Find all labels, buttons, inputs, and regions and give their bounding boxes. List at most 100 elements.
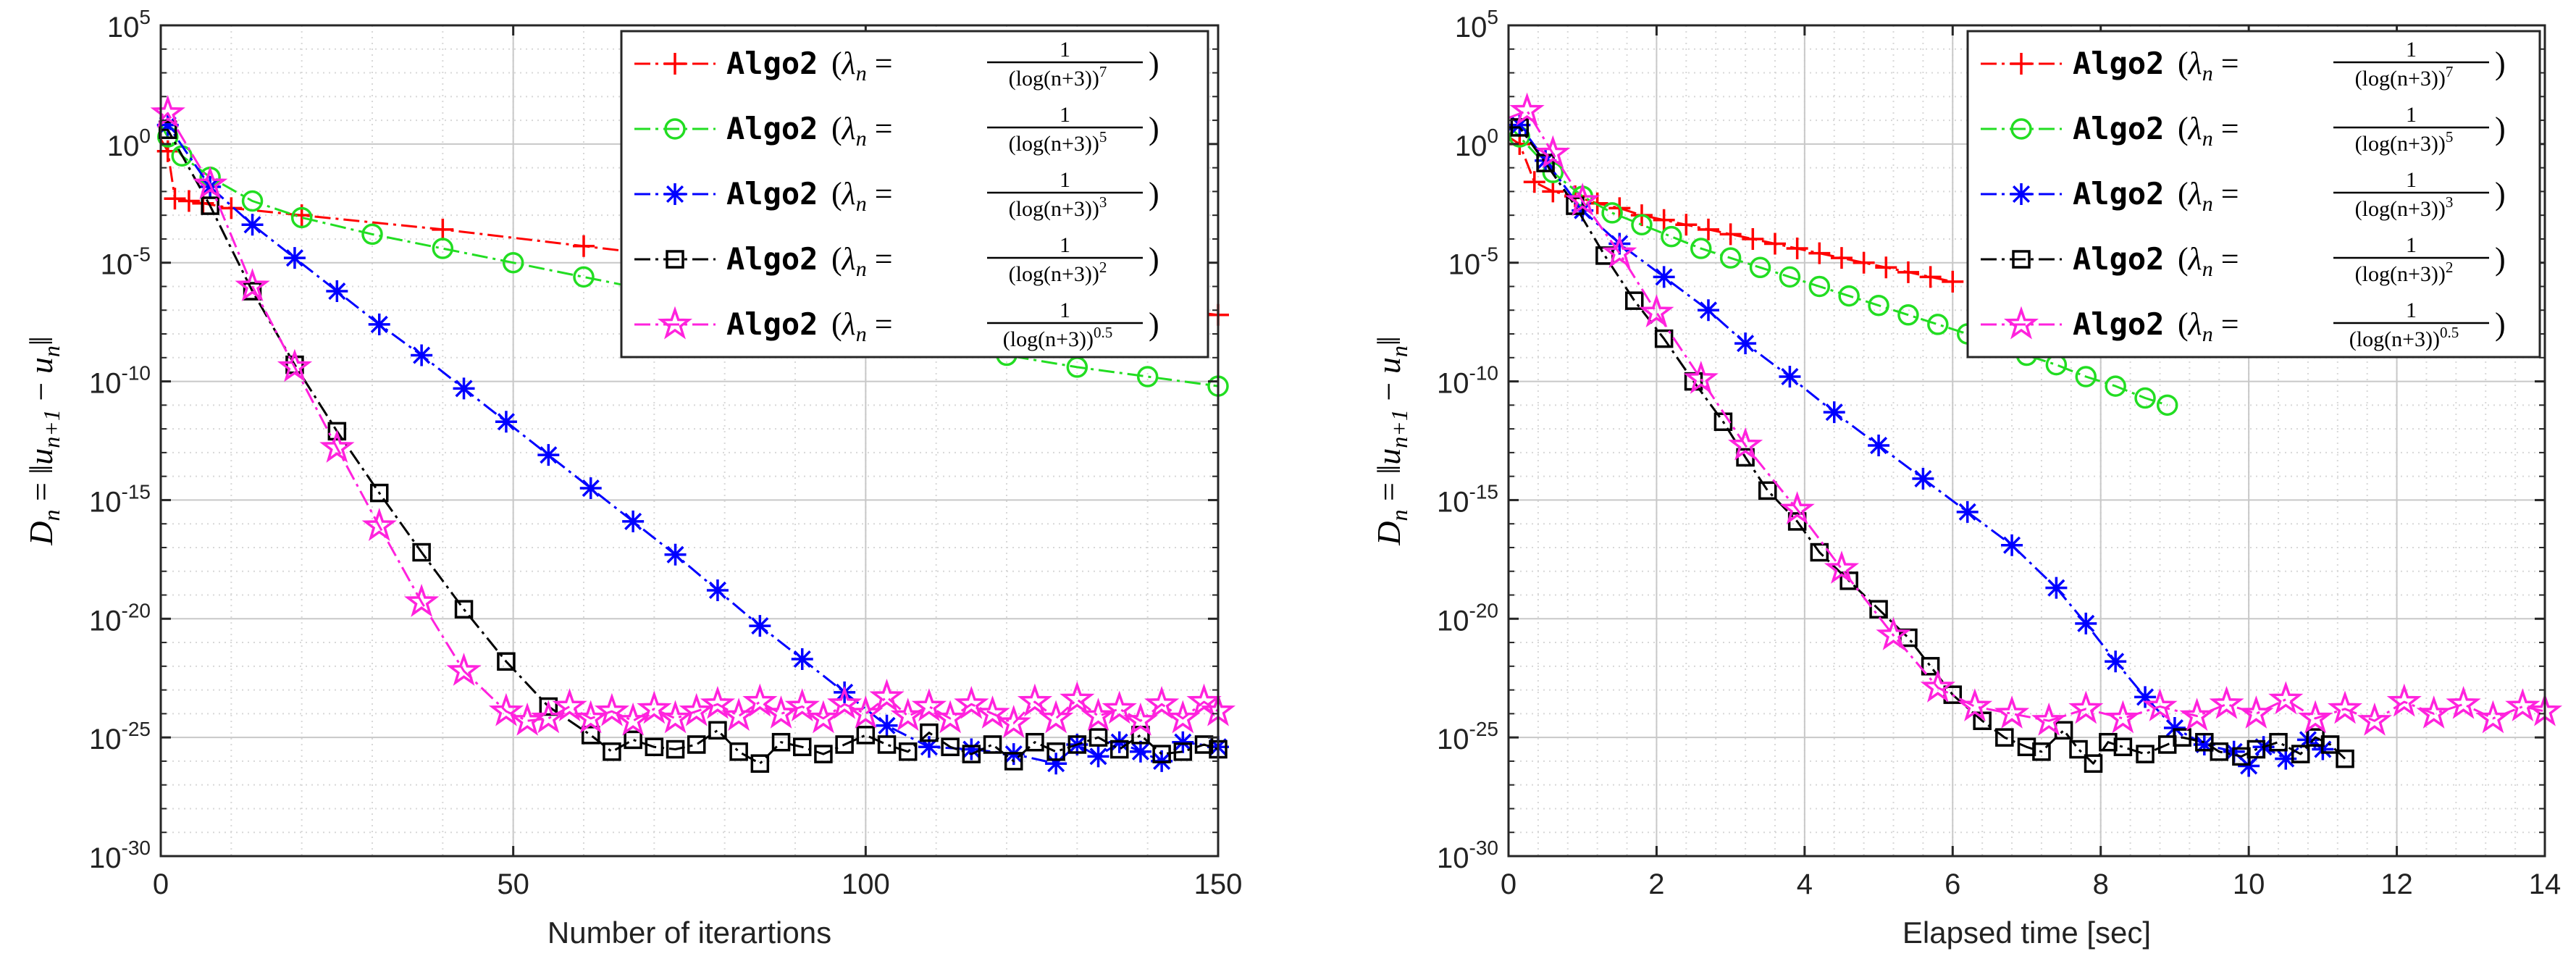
data-point-circle: [502, 251, 524, 274]
legend-lambda-label: (λn =: [2178, 46, 2239, 85]
data-point-asterisk: [411, 344, 433, 366]
y-tick-label: 105: [107, 6, 151, 43]
y-tick-label: 10-25: [1437, 718, 1498, 755]
data-point-star: [2142, 688, 2178, 722]
data-point-asterisk: [2193, 733, 2215, 755]
data-point-square: [877, 735, 897, 754]
series-line: [1507, 124, 2168, 406]
legend-marker-asterisk: [664, 183, 686, 205]
data-point-square: [1194, 735, 1214, 754]
data-point-circle: [1838, 285, 1860, 307]
data-point-square: [708, 721, 727, 740]
legend-fraction-numerator: 1: [1060, 233, 1070, 257]
data-point-star: [193, 166, 228, 199]
data-point-asterisk: [2275, 747, 2297, 770]
data-point-asterisk: [2163, 717, 2186, 740]
legend-marker-star: [2003, 306, 2039, 340]
data-point-plus: [1675, 214, 1698, 236]
x-tick-label: 10: [2233, 868, 2265, 900]
x-tick-label: 4: [1797, 868, 1813, 900]
legend-box: [1966, 30, 2541, 359]
data-point-square: [369, 483, 389, 503]
legend-lambda-label: (λn =: [831, 46, 893, 85]
legend-marker-star: [657, 306, 693, 340]
data-point-star: [848, 695, 884, 729]
data-point-plus: [164, 188, 186, 210]
data-point-square: [2269, 732, 2288, 752]
data-point-square: [2113, 737, 2133, 757]
data-point-plus: [1763, 232, 1786, 255]
data-point-star: [616, 702, 651, 736]
legend-lambda-label: (λn =: [2178, 176, 2239, 216]
data-point-circle: [1779, 266, 1801, 288]
legend-algo-label: Algo2: [2073, 306, 2164, 342]
data-point-asterisk: [1608, 232, 1631, 255]
x-axis-label: Elapsed time [sec]: [1902, 916, 2151, 950]
data-point-asterisk: [1509, 114, 1531, 136]
y-tick-label: 105: [1455, 6, 1498, 43]
data-point-square: [1152, 745, 1171, 763]
y-tick-label: 10-25: [89, 718, 151, 755]
data-point-asterisk: [876, 714, 898, 737]
series-line: [159, 112, 1219, 724]
data-point-star: [2475, 700, 2511, 734]
series-line: [161, 128, 1219, 765]
data-point-star: [1683, 360, 1719, 394]
data-point-star: [637, 690, 672, 724]
data-point-star: [805, 700, 842, 734]
data-point-square: [412, 542, 431, 562]
data-point-star: [2386, 683, 2422, 717]
data-point-star: [700, 685, 736, 719]
legend-lambda-label: (λn =: [2178, 241, 2239, 281]
data-point-asterisk: [1868, 435, 1890, 457]
y-axis-label: Dn = ‖un+1 − un‖: [1370, 336, 1412, 546]
data-point-square: [920, 723, 939, 742]
data-point-circle: [1868, 294, 1889, 317]
y-tick-label: 100: [1455, 125, 1498, 162]
legend-algo-label: Algo2: [2073, 111, 2164, 146]
data-point-asterisk: [664, 543, 687, 566]
y-axis-label: Dn = ‖un+1 − un‖: [22, 336, 64, 546]
legend-marker-plus: [2010, 53, 2032, 75]
legend-fraction-denominator: (log(n+3))7: [1009, 63, 1107, 91]
legend-lambda-label: (λn =: [831, 111, 893, 151]
legend-entry-blue: Algo2 (λn = 1(log(n+3))3): [1981, 168, 2506, 221]
legend-fraction-denominator: (log(n+3))7: [2355, 63, 2454, 91]
legend-marker-circle: [664, 118, 686, 140]
data-point-star: [827, 685, 863, 719]
data-point-square: [750, 754, 770, 773]
data-point-asterisk: [1697, 299, 1719, 322]
data-point-star: [763, 695, 799, 729]
x-tick-label: 6: [1944, 868, 1960, 900]
data-point-star: [1565, 183, 1600, 217]
y-tick-label: 100: [107, 125, 151, 162]
data-point-asterisk: [2238, 755, 2260, 777]
data-point-circle: [573, 266, 595, 288]
legend-fraction-numerator: 1: [2406, 233, 2417, 257]
data-point-square: [2291, 745, 2310, 763]
data-point-square: [2246, 740, 2266, 759]
legend-entry-red: Algo2 (λn = 1(log(n+3))7): [634, 38, 1159, 91]
data-point-square: [2136, 745, 2155, 763]
data-point-circle: [1631, 214, 1653, 236]
data-point-star: [2327, 690, 2363, 724]
data-point-square: [771, 732, 791, 752]
x-tick-label: 0: [1501, 868, 1516, 900]
legend-lambda-label: (λn =: [2178, 306, 2239, 346]
legend-close-paren: ): [2495, 176, 2506, 211]
data-point-square: [603, 742, 621, 761]
data-point-square: [581, 726, 600, 745]
data-point-square: [1067, 735, 1087, 754]
data-point-square: [454, 600, 474, 619]
data-point-circle: [2134, 387, 2156, 409]
data-point-square: [1046, 742, 1065, 761]
legend-close-paren: ): [1149, 306, 1159, 342]
ticks: 0 2 4 6 8 10 12 14 105 100 10-5 10-10 10-15 10-20 10-2…: [1437, 6, 2561, 900]
y-tick-label: 10-10: [1437, 362, 1498, 400]
legend-fraction-numerator: 1: [2406, 38, 2417, 62]
data-point-square: [1654, 329, 1674, 348]
data-point-asterisk: [241, 214, 264, 236]
legend: Algo2 (λn = 1(log(n+3))7)Algo2 (λn = 1(log…: [1966, 30, 2541, 359]
series-line: [1509, 126, 2346, 765]
y-tick-label: 10-30: [1437, 837, 1498, 874]
